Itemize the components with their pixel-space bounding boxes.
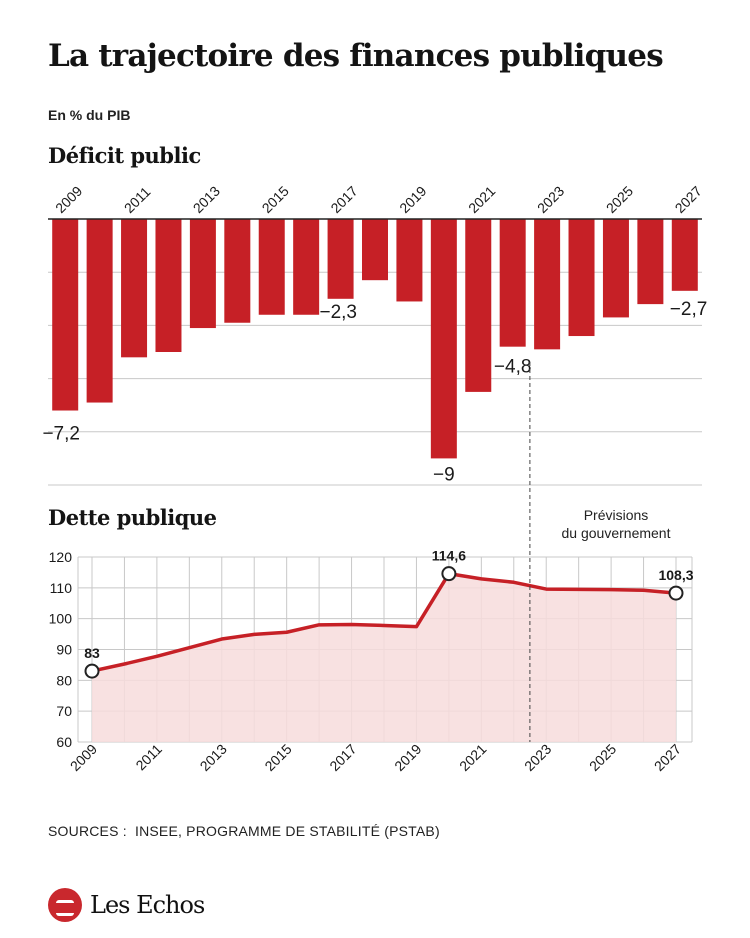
debt-y-axis-labels: 60 70 80 90 100 110 120	[49, 549, 73, 750]
debt-marker-2027	[668, 585, 684, 601]
deficit-bar-2025	[602, 219, 629, 318]
deficit-bar-2026	[637, 219, 664, 305]
debt-x-tick-2013: 2013	[197, 741, 230, 774]
sources-note: SOURCES : INSEE, PROGRAMME DE STABILITÉ …	[48, 823, 440, 839]
deficit-x-tick-2015: 2015	[259, 183, 292, 216]
deficit-bar-2021	[465, 219, 492, 392]
deficit-bars	[48, 218, 702, 459]
deficit-bar-2012	[155, 219, 182, 352]
debt-x-tick-2015: 2015	[261, 741, 294, 774]
unit-label: En % du PIB	[48, 107, 131, 123]
deficit-x-tick-2009: 2009	[52, 183, 85, 216]
deficit-bar-2015	[258, 219, 285, 315]
deficit-bar-2009	[52, 219, 79, 411]
deficit-data-label-2027: −2,7	[670, 299, 708, 320]
debt-line	[91, 571, 677, 673]
deficit-bar-2013	[189, 219, 216, 329]
deficit-bar-2014	[224, 219, 251, 323]
debt-x-axis-labels: 2009 2011 2013 2015 2017 2019 2021 2023 2025 2027	[67, 741, 684, 774]
deficit-x-tick-2017: 2017	[327, 183, 360, 216]
debt-marker-2020	[441, 566, 457, 582]
debt-marker-label-2020: 114,6	[432, 548, 466, 564]
deficit-data-label-2018: −2,3	[319, 302, 357, 323]
forecast-note: Prévisions du gouvernement	[536, 506, 696, 542]
deficit-x-tick-2013: 2013	[190, 183, 223, 216]
debt-marker-label-2009: 83	[84, 645, 100, 661]
deficit-x-axis-labels: 2009 2011 2013 2015 2017 2019 2021 2023 2025 2027	[52, 183, 705, 216]
debt-section-title: Dette publique	[48, 505, 217, 530]
debt-x-tick-2021: 2021	[456, 741, 489, 774]
deficit-bar-2019	[396, 219, 423, 302]
deficit-data-labels: −7,2 −2,3 −9 −4,8 −2,7	[42, 299, 707, 486]
debt-y-tick-60: 60	[56, 734, 72, 750]
brand-icon	[48, 888, 82, 922]
debt-y-tick-90: 90	[56, 642, 72, 658]
deficit-x-tick-2021: 2021	[465, 183, 498, 216]
deficit-x-tick-2011: 2011	[121, 183, 154, 216]
chart-title: La trajectoire des finances publiques	[48, 38, 664, 74]
debt-y-tick-70: 70	[56, 703, 72, 719]
deficit-data-label-2009: −7,2	[42, 424, 80, 445]
deficit-data-label-2020: −9	[433, 464, 455, 485]
debt-marker-2009	[84, 663, 100, 679]
debt-y-tick-110: 110	[50, 580, 73, 596]
deficit-bar-2020	[430, 219, 457, 459]
deficit-data-label-2022: −4,8	[494, 357, 532, 378]
debt-x-tick-2017: 2017	[326, 741, 359, 774]
deficit-bar-2017	[327, 219, 354, 299]
deficit-x-tick-2025: 2025	[603, 183, 636, 216]
deficit-bar-2016	[293, 219, 320, 315]
deficit-bar-2018	[362, 219, 388, 281]
deficit-bar-2022	[499, 219, 526, 347]
debt-x-tick-2023: 2023	[521, 741, 554, 774]
debt-y-tick-100: 100	[49, 611, 73, 627]
brand-logo: Les Echos	[48, 888, 205, 922]
deficit-x-tick-2023: 2023	[534, 183, 567, 216]
forecast-note-line-2: du gouvernement	[561, 525, 671, 541]
deficit-x-tick-2019: 2019	[396, 183, 429, 216]
deficit-bar-2024	[568, 219, 595, 337]
deficit-bar-2011	[121, 219, 148, 358]
debt-markers: 83 114,6 108,3	[84, 548, 694, 679]
finance-charts: 2009 2011 2013 2015 2017 2019 2021 2023 2025 2027…	[42, 183, 707, 775]
debt-x-tick-2027: 2027	[651, 741, 684, 774]
deficit-bar-2010	[86, 219, 113, 403]
debt-x-tick-2025: 2025	[586, 741, 619, 774]
debt-marker-label-2027: 108,3	[658, 567, 693, 583]
forecast-note-line-1: Prévisions	[583, 507, 649, 523]
brand-name: Les Echos	[90, 891, 205, 919]
deficit-section-title: Déficit public	[48, 143, 201, 168]
deficit-bar-2027	[671, 219, 698, 291]
debt-y-tick-80: 80	[56, 672, 72, 688]
debt-x-tick-2011: 2011	[132, 741, 165, 774]
debt-x-tick-2019: 2019	[391, 741, 424, 774]
deficit-x-tick-2027: 2027	[672, 183, 705, 216]
deficit-bar-2023	[534, 219, 561, 350]
debt-y-tick-120: 120	[49, 549, 73, 565]
